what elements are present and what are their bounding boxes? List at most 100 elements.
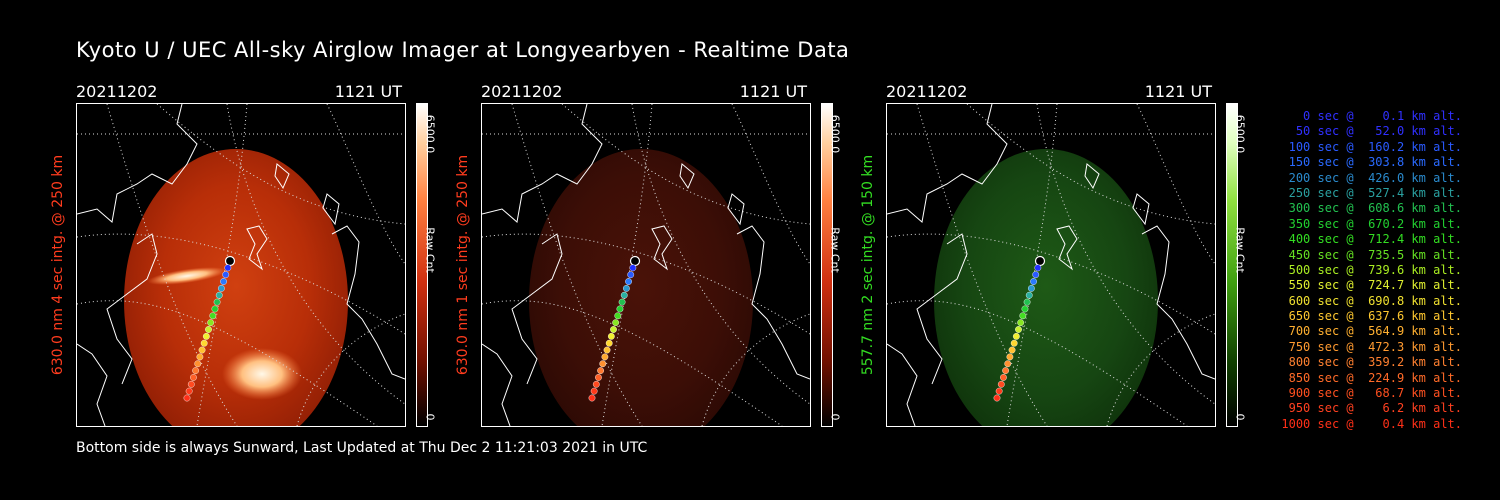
trajectory-point [592,380,600,388]
trajectory-point [1030,278,1037,285]
trajectory-point [1008,346,1016,354]
colorbar-unit-text: Raw Cnt [423,227,437,273]
trajectory-point [1006,353,1014,361]
trajectory-point [618,298,626,306]
legend-row: 800 sec @ 359.2 km alt. [1281,355,1462,370]
page-title: Kyoto U / UEC All-sky Airglow Imager at … [76,38,850,62]
colorbar-min: 0 [827,410,843,424]
trajectory-point [597,367,605,374]
footer-note: Bottom side is always Sunward, Last Upda… [76,440,648,456]
colorbar-min-text: 0 [1233,413,1247,421]
grid-line [731,104,810,265]
trajectory-point [1032,271,1040,279]
grid-line [77,233,405,335]
grid-line [106,104,238,426]
grid-line [1036,104,1215,405]
allsky-image [481,103,811,427]
trajectory-point [607,332,615,340]
colorbar-max: 6500.0 [827,104,843,164]
trajectory-point [997,380,1005,388]
coastline [887,343,918,426]
coastline [727,193,745,226]
legend-row: 350 sec @ 670.2 km alt. [1281,216,1462,231]
panel-date: 20211202 [886,82,968,101]
trajectory-point [185,387,193,395]
coastline [482,343,513,426]
trajectory-point [1025,291,1033,299]
trajectory-point [601,353,609,361]
panel-ylabel-text: 630.0 nm 4 sec intg. @ 250 km [50,154,66,376]
grid-line [887,233,1215,335]
trajectory-point [205,326,212,333]
trajectory-point [1002,367,1010,374]
colorbar-unit-text: Raw Cnt [1233,227,1247,273]
trajectory-point [215,291,223,299]
legend-row: 50 sec @ 52.0 km alt. [1281,124,1462,139]
trajectory-point [629,264,637,272]
trajectory-point [620,291,628,299]
legend-row: 950 sec @ 6.2 km alt. [1281,401,1462,416]
colorbar-max: 6500.0 [422,104,438,164]
trajectory-point [1000,374,1007,381]
legend-row: 450 sec @ 735.5 km alt. [1281,247,1462,262]
trajectory-point [224,264,232,272]
trajectory-point [995,387,1003,395]
trajectory-point [200,339,208,347]
trajectory-point [1019,312,1027,320]
trajectory-point [627,271,635,279]
legend-row: 200 sec @ 426.0 km alt. [1281,170,1462,185]
trajectory-point [595,374,602,381]
trajectory-point [605,339,613,347]
coastline [1084,163,1100,190]
grid-line [966,104,1215,225]
colorbar [1226,103,1238,427]
coastline [77,343,108,426]
grid-line [511,104,643,426]
coastline [736,225,810,380]
trajectory-point [612,319,620,327]
panel-time: 1121 UT [739,82,807,101]
panel-ylabel: 630.0 nm 1 sec intg. @ 250 km [451,103,475,427]
panel-ylabel: 630.0 nm 4 sec intg. @ 250 km [46,103,70,427]
grid-line [326,104,405,265]
legend-row: 0 sec @ 0.1 km alt. [1281,109,1462,123]
allsky-field [124,149,348,426]
trajectory-point [599,360,607,368]
trajectory-point [1010,339,1018,347]
trajectory-point [194,360,202,368]
allsky-field [529,149,753,426]
trajectory-point [192,367,200,374]
trajectory-point [222,271,230,279]
legend-row: 1000 sec @ 0.4 km alt. [1281,416,1462,431]
trajectory-point [211,305,219,313]
trajectory-point [213,298,221,306]
legend-row: 400 sec @ 712.4 km alt. [1281,232,1462,247]
trajectory-point [183,394,191,402]
legend-row: 700 sec @ 564.9 km alt. [1281,324,1462,339]
grid-line [156,104,405,225]
airglow-panel-557-2sec: 20211202 1121 UT 557.7 nm 2 sec intg. @ … [860,80,1266,430]
legend-row: 150 sec @ 303.8 km alt. [1281,155,1462,170]
trajectory-point [1017,319,1025,327]
legend-row: 850 sec @ 224.9 km alt. [1281,370,1462,385]
aurora-arc [147,267,227,285]
trajectory-point [1004,360,1012,368]
coastline [106,233,158,385]
legend-row: 250 sec @ 527.4 km alt. [1281,185,1462,200]
trajectory-point [190,374,197,381]
airglow-panel-630-4sec: 20211202 1121 UT 630.0 nm 4 sec intg. @ … [50,80,456,430]
colorbar-min-text: 0 [423,413,437,421]
trajectory-point [187,380,195,388]
panel-ylabel-text: 630.0 nm 1 sec intg. @ 250 km [455,154,471,376]
coastline [651,225,673,271]
trajectory-point [603,346,611,354]
legend-row: 750 sec @ 472.3 km alt. [1281,339,1462,354]
legend-row: 650 sec @ 637.6 km alt. [1281,309,1462,324]
coastline [274,163,290,190]
airglow-panel-630-1sec: 20211202 1121 UT 630.0 nm 1 sec intg. @ … [455,80,861,430]
allsky-map-svg [482,104,810,426]
legend-row: 500 sec @ 739.6 km alt. [1281,262,1462,277]
allsky-image [76,103,406,427]
trajectory-point [217,284,225,292]
trajectory-point [196,353,204,361]
